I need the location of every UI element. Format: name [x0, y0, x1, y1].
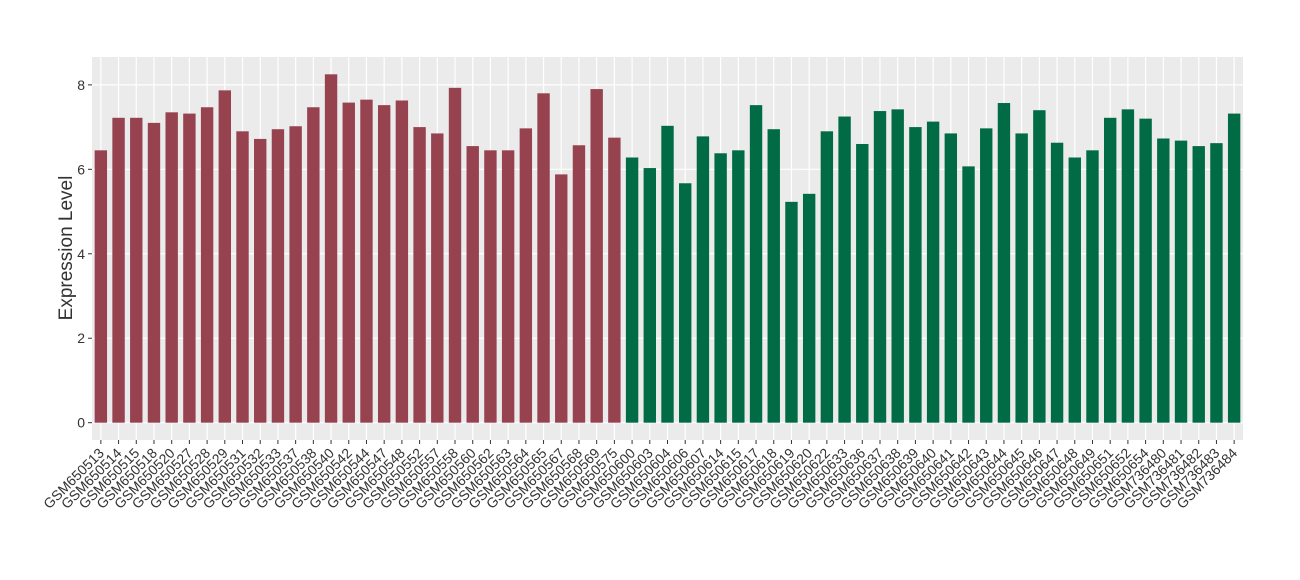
bar	[466, 146, 479, 423]
y-tick-label: 6	[77, 161, 85, 177]
bar	[360, 99, 373, 423]
bar	[643, 168, 656, 423]
bar	[873, 111, 887, 423]
bar	[1086, 150, 1099, 423]
bar	[254, 138, 267, 423]
bar	[165, 112, 178, 423]
bar	[1139, 118, 1152, 423]
bar	[537, 93, 550, 423]
bar	[236, 131, 249, 423]
bar	[944, 133, 958, 423]
bar	[980, 128, 993, 423]
bar	[112, 117, 125, 423]
bar	[271, 129, 285, 423]
bar	[997, 103, 1011, 423]
bar	[1103, 117, 1117, 423]
bar	[679, 183, 692, 423]
bar	[147, 122, 161, 423]
bar	[519, 128, 533, 423]
bar	[218, 90, 232, 423]
bar	[696, 136, 710, 423]
bar	[572, 145, 586, 423]
bar	[377, 105, 391, 423]
bar	[909, 127, 922, 423]
bar	[1227, 113, 1241, 423]
bar	[501, 150, 515, 423]
bar	[590, 89, 603, 423]
bar	[183, 113, 196, 423]
bar	[820, 131, 834, 423]
bar	[785, 201, 798, 423]
bar	[608, 137, 621, 423]
bar	[891, 109, 904, 423]
y-tick-label: 2	[77, 330, 85, 346]
bar	[1210, 143, 1223, 423]
bar	[962, 166, 975, 423]
bar	[926, 121, 940, 423]
bar	[732, 150, 745, 423]
bar	[767, 129, 780, 423]
bar	[289, 126, 302, 423]
bar	[324, 74, 338, 423]
bar	[307, 107, 320, 423]
bar	[625, 157, 639, 423]
bar	[749, 105, 763, 423]
y-axis-label: Expression Level	[56, 176, 77, 321]
bar	[395, 100, 409, 423]
bar	[1157, 138, 1170, 423]
bar	[1192, 146, 1205, 423]
bar	[431, 133, 444, 423]
bar	[1015, 133, 1028, 423]
bar	[448, 87, 462, 423]
bar	[802, 193, 816, 423]
bar	[1033, 110, 1046, 423]
bar	[714, 153, 727, 423]
bar	[130, 117, 143, 423]
bar	[555, 174, 568, 423]
bar	[661, 125, 674, 423]
bar	[1068, 157, 1081, 423]
bar	[342, 102, 355, 423]
bar	[94, 150, 108, 423]
bar	[413, 127, 426, 423]
bar	[856, 143, 869, 423]
bar	[1174, 140, 1188, 423]
bar	[838, 116, 851, 423]
y-tick-label: 8	[77, 77, 85, 93]
y-tick-label: 0	[77, 415, 85, 431]
bar	[1121, 109, 1135, 423]
y-tick-label: 4	[77, 246, 85, 262]
bar	[1050, 142, 1064, 423]
bar	[484, 150, 497, 423]
bar	[200, 107, 214, 423]
